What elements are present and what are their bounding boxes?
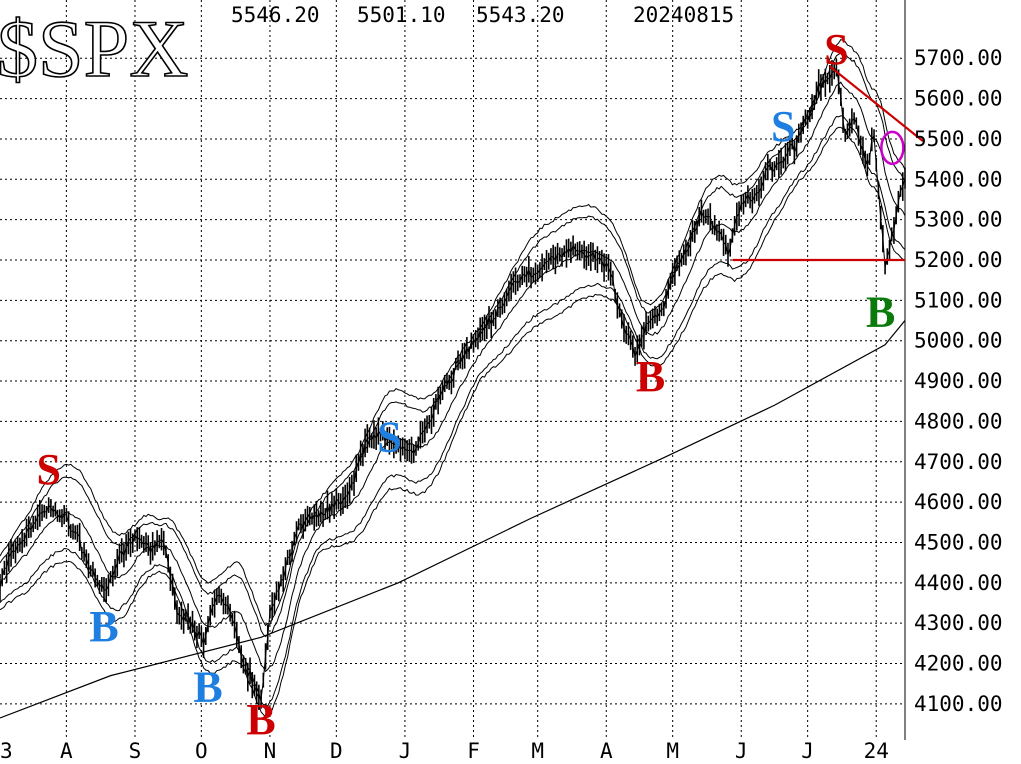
signal-s: S — [377, 413, 401, 462]
price-bars — [0, 58, 906, 710]
y-tick-label: 4100.00 — [914, 692, 1003, 716]
y-tick-label: 4400.00 — [914, 571, 1003, 595]
y-tick-label: 4600.00 — [914, 490, 1003, 514]
header-date: 20240815 — [633, 3, 734, 27]
envelope-line — [0, 115, 906, 707]
moving-average — [0, 320, 906, 719]
x-tick-label: M — [666, 739, 679, 763]
x-tick-label: O — [195, 739, 208, 763]
x-axis: 23 A S O N D J F M A M J J 24 — [0, 739, 889, 763]
header-close: 5543.20 — [476, 3, 565, 27]
envelope-line — [0, 52, 906, 638]
envelope-line — [0, 126, 906, 718]
price-close-trace — [0, 66, 906, 701]
signal-s: S — [824, 25, 848, 74]
x-tick-label: D — [330, 739, 343, 763]
x-tick-label: A — [60, 739, 73, 763]
x-tick-label: J — [735, 739, 748, 763]
signal-b: B — [636, 352, 665, 401]
y-tick-label: 5600.00 — [914, 87, 1003, 111]
x-tick-label: N — [264, 739, 277, 763]
chart-title: $SPX — [0, 3, 188, 94]
y-tick-label: 4300.00 — [914, 611, 1003, 635]
y-tick-label: 4500.00 — [914, 530, 1003, 554]
x-tick-label: J — [801, 739, 814, 763]
highlight-ellipse — [880, 130, 905, 166]
y-tick-label: 5300.00 — [914, 208, 1003, 232]
signal-b: B — [246, 695, 275, 744]
annotations — [732, 65, 924, 262]
ma-200-line — [0, 320, 906, 719]
x-tick-label: 23 — [0, 739, 13, 763]
envelope-bands — [0, 39, 906, 718]
y-axis: 5700.00 5600.00 5500.00 5400.00 5300.00 5200.… — [914, 46, 1003, 716]
x-tick-label: F — [467, 739, 480, 763]
y-tick-label: 4700.00 — [914, 450, 1003, 474]
signal-s: S — [771, 102, 795, 151]
y-tick-label: 4200.00 — [914, 652, 1003, 676]
y-tick-label: 5400.00 — [914, 167, 1003, 191]
x-tick-label: S — [129, 739, 142, 763]
y-tick-label: 5100.00 — [914, 288, 1003, 312]
y-tick-label: 5500.00 — [914, 127, 1003, 151]
y-tick-label: 4900.00 — [914, 369, 1003, 393]
header-low: 5501.10 — [357, 3, 446, 27]
envelope-line — [0, 39, 906, 627]
x-tick-label: 24 — [864, 739, 889, 763]
grid-lines — [0, 0, 906, 740]
trend-line — [829, 65, 924, 143]
signal-s: S — [36, 445, 60, 494]
y-tick-label: 4800.00 — [914, 409, 1003, 433]
y-tick-label: 5000.00 — [914, 329, 1003, 353]
x-tick-label: A — [600, 739, 613, 763]
x-tick-label: J — [399, 739, 412, 763]
x-tick-label: M — [531, 739, 544, 763]
signal-b: B — [193, 663, 222, 712]
header-high: 5546.20 — [231, 3, 320, 27]
signal-b: B — [89, 602, 118, 651]
signal-b: B — [866, 287, 895, 336]
y-tick-label: 5700.00 — [914, 46, 1003, 70]
y-tick-label: 5200.00 — [914, 248, 1003, 272]
